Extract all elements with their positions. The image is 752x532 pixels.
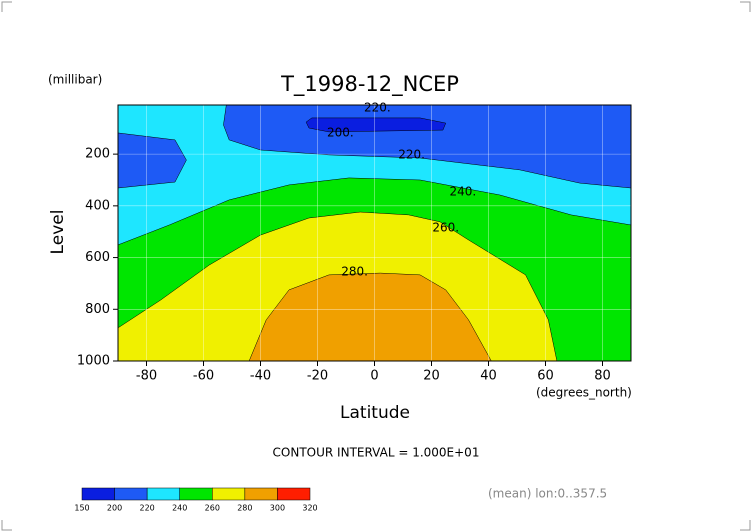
colorbar-swatch — [212, 487, 246, 501]
y-tick-label: 200 — [85, 147, 110, 162]
colorbar-swatch — [179, 487, 213, 501]
x-tick-label: -40 — [250, 369, 271, 384]
colorbar-label: 240 — [172, 504, 187, 513]
colorbar-label: 280 — [237, 504, 252, 513]
corner — [740, 520, 751, 531]
contour-region — [248, 272, 492, 362]
y-axis-label: Level — [48, 210, 68, 255]
colorbar-label: 260 — [205, 504, 220, 513]
contour-interval-note: CONTOUR INTERVAL = 1.000E+01 — [273, 446, 480, 460]
x-tick-label: 20 — [423, 369, 440, 384]
colorbar-swatch — [146, 487, 180, 501]
y-tick-label: 600 — [85, 250, 110, 265]
contour-label: 200. — [327, 125, 354, 139]
x-unit: (degrees_north) — [536, 386, 632, 400]
corner — [740, 1, 751, 12]
corner — [1, 1, 12, 12]
x-tick-label: -60 — [193, 369, 214, 384]
x-tick-label: -80 — [136, 369, 157, 384]
contour-label: 240. — [449, 184, 476, 198]
x-tick-label: -20 — [307, 369, 328, 384]
y-tick-label: 800 — [85, 302, 110, 317]
colorbar-swatch — [114, 487, 148, 501]
x-axis-label: Latitude — [340, 403, 410, 423]
chart-title: T_1998-12_NCEP — [280, 72, 459, 97]
footer: (mean) lon:0..357.5 — [488, 487, 607, 501]
colorbar-label: 200 — [107, 504, 122, 513]
contour-label: 220. — [398, 147, 425, 161]
contour-label: 220. — [364, 101, 391, 115]
y-tick-label: 1000 — [77, 354, 110, 369]
x-tick-label: 0 — [370, 369, 378, 384]
x-tick-label: 40 — [480, 369, 497, 384]
corner — [1, 520, 12, 531]
contour-label: 260. — [432, 221, 459, 235]
contour-region — [305, 117, 447, 133]
contour-label: 280. — [341, 265, 368, 279]
y-tick-label: 400 — [85, 198, 110, 213]
colorbar-label: 300 — [270, 504, 285, 513]
colorbar-label: 150 — [74, 504, 89, 513]
colorbar-label: 320 — [302, 504, 317, 513]
colorbar-label: 220 — [140, 504, 155, 513]
x-tick-label: 60 — [537, 369, 554, 384]
colorbar-swatch — [277, 487, 311, 501]
y-unit: (millibar) — [48, 73, 102, 87]
colorbar-swatch — [244, 487, 278, 501]
colorbar-swatch — [81, 487, 115, 501]
x-tick-label: 80 — [594, 369, 611, 384]
